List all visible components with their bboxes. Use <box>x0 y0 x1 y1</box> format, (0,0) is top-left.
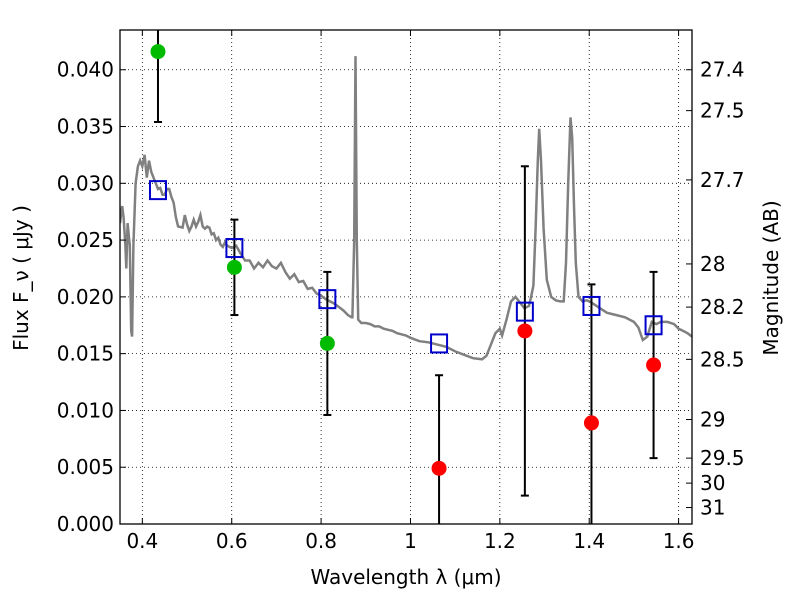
model-square-marker <box>430 333 449 354</box>
y-tick-label: 0.005 <box>57 455 114 479</box>
model-square-marker <box>515 301 534 322</box>
photometry-point <box>517 323 533 339</box>
y2-tick-label: 29 <box>700 408 725 432</box>
photometry-point <box>583 415 599 431</box>
y2-tick-label: 28.5 <box>700 347 745 371</box>
x-tick-label: 0.8 <box>305 529 337 553</box>
photometry-point <box>150 44 166 60</box>
y2-tick-label: 27.7 <box>700 168 745 192</box>
y-tick-label: 0.020 <box>57 285 114 309</box>
y2-tick-label: 29.5 <box>700 446 745 470</box>
model-square-marker <box>318 289 337 310</box>
y-tick-label: 0.010 <box>57 398 114 422</box>
x-axis-label: Wavelength λ (μm) <box>310 565 501 589</box>
plot-area <box>120 30 692 524</box>
y-tick-label: 0.040 <box>57 58 114 82</box>
y2-tick-label: 27.5 <box>700 99 745 123</box>
y2-tick-label: 31 <box>700 496 725 520</box>
y2-tick-label: 30 <box>700 471 725 495</box>
x-tick-label: 0.4 <box>126 529 158 553</box>
y-tick-labels: 0.000 0.005 0.010 0.015 0.020 0.025 0.030 0.035… <box>57 58 114 536</box>
axes-frame <box>119 29 693 525</box>
y2-tick-label: 28 <box>700 252 725 276</box>
y-tick-label: 0.030 <box>57 171 114 195</box>
photometry-point <box>431 460 447 476</box>
y-tick-label: 0.025 <box>57 228 114 252</box>
tick-marks <box>120 30 692 525</box>
y-tick-label: 0.035 <box>57 115 114 139</box>
photometry-point <box>319 335 335 351</box>
y2-axis-label: Magnitude (AB) <box>759 200 783 355</box>
model-square-marker <box>148 180 167 201</box>
model-square-marker <box>644 315 663 336</box>
x-tick-label: 0.6 <box>216 529 248 553</box>
photometry-point <box>646 357 662 373</box>
y-axis-label: Flux F_ν ( μJy ) <box>9 205 33 351</box>
x-tick-label: 1.6 <box>663 529 695 553</box>
y-tick-label: 0.000 <box>57 512 114 536</box>
x-tick-labels: 0.4 0.6 0.8 1 1.2 1.4 1.6 <box>126 529 694 553</box>
x-tick-label: 1 <box>404 529 417 553</box>
y2-tick-label: 28.2 <box>700 295 745 319</box>
y-tick-label: 0.015 <box>57 342 114 366</box>
y2-tick-label: 27.4 <box>700 58 745 82</box>
photometry-point <box>226 259 242 275</box>
model-square-marker <box>582 295 601 316</box>
model-square-marker <box>225 238 244 259</box>
x-tick-label: 1.4 <box>573 529 605 553</box>
x-tick-label: 1.2 <box>484 529 516 553</box>
spectrum-line <box>120 56 692 361</box>
